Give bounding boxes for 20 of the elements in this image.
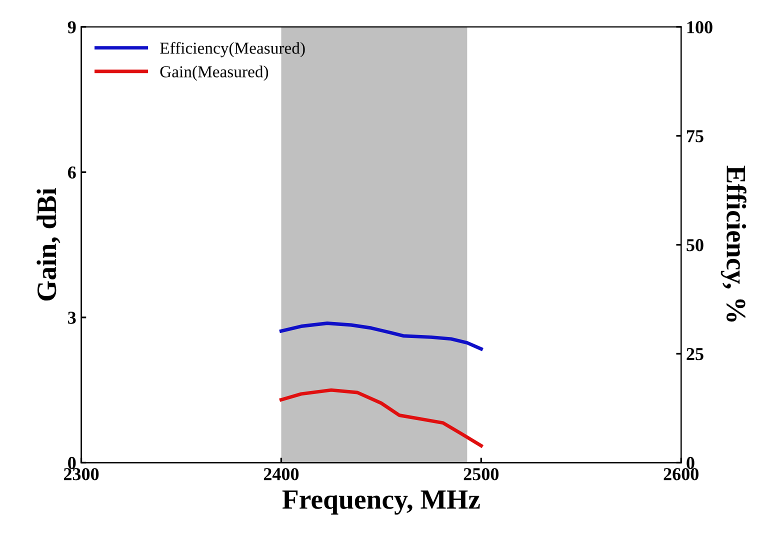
y-tick-label: 6 [68, 166, 76, 179]
y2-tick-label: 100 [687, 21, 712, 34]
y2-tick-label: 0 [686, 456, 694, 470]
x-tick-label: 2300 [64, 468, 99, 480]
y2-tick-label: 75 [687, 130, 704, 142]
y-axis-title: Gain, dBi [36, 188, 60, 301]
y2-tick-label: 25 [686, 348, 704, 360]
y-tick-label: 0 [68, 456, 76, 470]
x-tick-label: 2500 [464, 468, 499, 480]
y-tick-label: 9 [68, 21, 76, 34]
x-axis-title: Frequency, MHz [282, 490, 480, 515]
legend-label: Efficiency(Measured) [160, 42, 305, 58]
y2-tick-label: 50 [686, 239, 704, 252]
line-series [279, 321, 483, 351]
x-tick-label: 2400 [264, 468, 299, 480]
line-series [279, 388, 483, 448]
y2-axis-title: Efficiency, % [720, 166, 746, 322]
x-tick-label: 2600 [664, 468, 698, 480]
y-tick-label: 3 [68, 312, 76, 324]
legend-label: Gain(Measured) [160, 66, 268, 81]
